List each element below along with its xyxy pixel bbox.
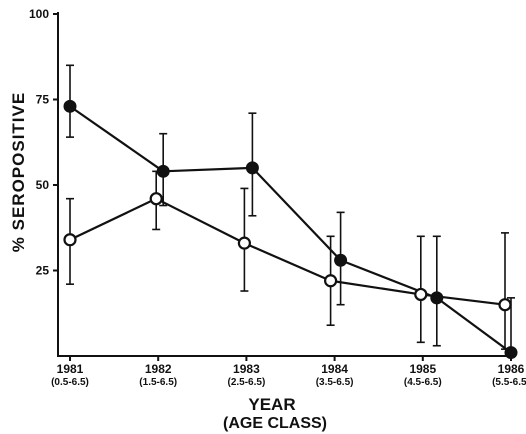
y-ticks: 100 75 50 25	[29, 7, 58, 278]
series-line	[69, 197, 506, 306]
data-point-filled	[63, 99, 77, 113]
y-tick-label: 100	[29, 7, 49, 21]
data-point-open	[498, 298, 512, 312]
x-ticks: 1981(0.5-6.5) 1982(1.5-6.5) 1983(2.5-6.5) 1…	[51, 356, 526, 388]
x-tick-label: 1986	[498, 362, 525, 376]
series-filled	[63, 64, 518, 360]
data-point-open	[63, 233, 77, 247]
x-tick-sublabel: (3.5-6.5)	[316, 377, 354, 388]
data-point-open	[324, 274, 338, 288]
x-tick-label: 1982	[145, 362, 172, 376]
x-tick-sublabel: (2.5-6.5)	[228, 377, 266, 388]
y-tick-label: 50	[36, 178, 50, 192]
data-point-filled	[334, 253, 348, 267]
y-tick-label: 25	[36, 264, 50, 278]
series-layer	[63, 64, 518, 360]
series-open	[63, 170, 512, 350]
data-point-open	[149, 192, 163, 206]
x-tick-label: 1985	[409, 362, 436, 376]
x-tick-sublabel: (5.5-6.5)	[492, 377, 526, 388]
y-axis-label: % SEROPOSITIVE	[9, 92, 28, 252]
data-point-open	[237, 236, 251, 250]
series-line	[69, 105, 512, 354]
y-tick-label: 75	[36, 93, 50, 107]
x-tick-sublabel: (4.5-6.5)	[404, 377, 442, 388]
x-tick-sublabel: (1.5-6.5)	[139, 377, 177, 388]
x-tick-label: 1981	[57, 362, 84, 376]
data-point-filled	[245, 161, 259, 175]
x-axis-sublabel: (AGE CLASS)	[223, 415, 327, 432]
data-point-open	[414, 287, 428, 302]
x-tick-label: 1983	[233, 362, 260, 376]
x-axis-label: YEAR	[248, 395, 295, 414]
x-tick-label: 1984	[321, 362, 348, 376]
x-tick-sublabel: (0.5-6.5)	[51, 377, 89, 388]
